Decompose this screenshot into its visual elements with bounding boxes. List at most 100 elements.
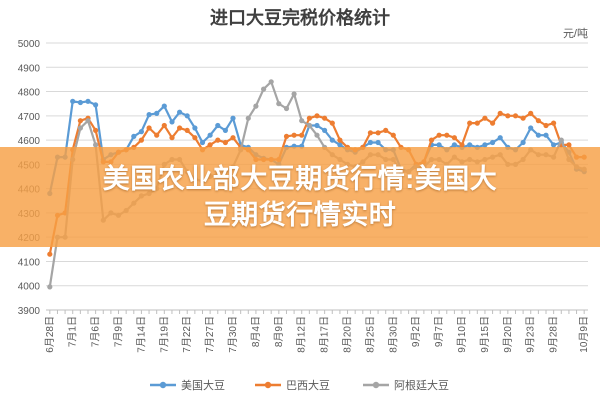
data-point [535,118,542,124]
unit-label: 元/吨 [563,27,588,40]
x-tick-label: 7月30日 [227,316,239,353]
data-point [138,129,144,135]
data-point [177,125,183,131]
data-point [322,127,328,133]
data-point [322,115,328,121]
data-point [497,135,503,141]
data-point [444,132,450,138]
x-tick-label: 7月9日 [113,316,125,347]
data-point [192,125,198,131]
x-tick-label: 7月14日 [135,316,147,353]
data-point [47,284,53,290]
data-point [490,120,496,126]
data-point [306,115,312,121]
y-tick-label: 5000 [18,39,41,50]
data-point [77,99,83,106]
x-tick-label: 7月6日 [90,316,102,347]
chart-title: 进口大豆完税价格统计 [210,7,390,28]
data-point [299,118,305,124]
y-tick-label: 4800 [18,88,41,99]
series-2 [47,110,587,257]
data-point [528,125,534,131]
data-point [566,142,572,148]
data-point [383,127,389,133]
data-point [367,139,373,146]
legend-item: 阿根廷大豆 [363,378,449,392]
data-point [261,86,267,92]
data-point [230,135,236,141]
data-point [436,142,442,148]
data-point [207,142,213,148]
x-tick-label: 9月20日 [502,316,514,353]
y-tick-label: 4000 [18,282,41,293]
data-point [93,127,99,133]
x-tick-label: 8月25日 [364,316,376,353]
data-point [543,122,549,129]
data-point [222,127,228,133]
data-point [85,118,91,124]
data-point [215,137,221,143]
data-point [551,120,557,126]
data-point [520,139,526,146]
y-tick-label: 3900 [18,306,41,317]
data-point [436,132,442,138]
x-tick-label: 8月17日 [319,316,331,353]
data-point [154,110,160,116]
data-point [390,132,396,138]
data-point [459,142,465,148]
data-point [138,137,144,143]
legend-item: 美国大豆 [150,378,225,392]
legend-item: 巴西大豆 [255,378,330,392]
data-point [367,130,373,136]
data-point [375,139,381,146]
data-point [535,132,542,138]
x-tick-label: 9月10日 [456,316,468,353]
banner-line-2: 豆期货行情实时 [203,200,397,230]
data-point [161,122,167,129]
data-point [314,132,320,138]
x-tick-label: 9月23日 [525,316,537,353]
data-point [93,142,99,148]
data-point [177,109,183,115]
data-point [337,137,343,143]
data-point [543,132,549,138]
data-point [245,115,251,121]
data-point [467,142,473,148]
data-point [520,115,526,121]
data-point [482,142,488,148]
data-point [337,142,343,148]
data-point [505,113,511,119]
data-point [467,120,473,126]
data-point [93,102,99,108]
data-point [77,125,83,131]
legend-marker [264,381,272,389]
data-point [184,113,190,119]
legend-marker [159,381,167,389]
legend-label: 巴西大豆 [286,378,330,392]
data-point [161,103,167,109]
data-point [154,132,160,138]
data-point [551,142,557,148]
data-point [77,118,83,124]
banner-line-1: 美国农业部大豆期货行情:美国大 [102,164,498,194]
data-point [47,251,53,257]
data-point [199,139,206,146]
x-tick-label: 6月28日 [44,316,56,353]
x-tick-label: 10月9日 [578,316,590,353]
data-point [428,137,435,143]
data-point [291,132,297,138]
legend-label: 美国大豆 [181,378,225,392]
data-point [230,115,236,121]
data-point [329,120,335,126]
overlay-banner: 美国农业部大豆期货行情:美国大 豆期货行情实时 [0,147,600,247]
x-tick-label: 7月19日 [158,316,170,353]
data-point [283,133,290,139]
data-point [146,125,152,131]
data-point [253,103,259,109]
legend-marker [372,381,380,389]
y-tick-label: 4900 [18,63,41,74]
data-point [482,115,488,121]
data-point [329,137,335,143]
data-point [184,127,190,133]
